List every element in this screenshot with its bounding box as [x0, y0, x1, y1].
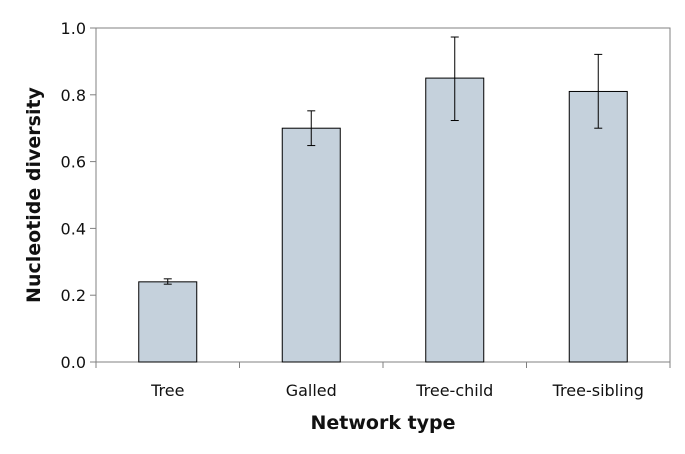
bars	[138, 36, 628, 363]
x-tick-label: Tree	[150, 381, 184, 400]
y-tick-label: 0.2	[61, 286, 86, 305]
y-tick-label: 0.8	[61, 86, 86, 105]
y-axis-title: Nucleotide diversity	[23, 86, 45, 302]
axis-ticks: 0.0 0.2 0.4 0.6 0.8 1.0 Tree Galled Tree-child Tr…	[61, 19, 671, 400]
x-tick-label: Tree-sibling	[552, 381, 644, 400]
y-tick-label: 0.4	[61, 219, 86, 238]
y-tick-label: 0.0	[61, 353, 86, 372]
bar-tree-sibling	[568, 90, 628, 363]
y-tick-label: 0.6	[61, 153, 86, 172]
x-tick-label: Tree-child	[415, 381, 493, 400]
x-axis-title: Network type	[310, 412, 455, 434]
bar-tree	[138, 281, 198, 363]
bar-galled	[281, 127, 341, 363]
x-tick-label: Galled	[286, 381, 337, 400]
y-tick-label: 1.0	[61, 19, 86, 38]
